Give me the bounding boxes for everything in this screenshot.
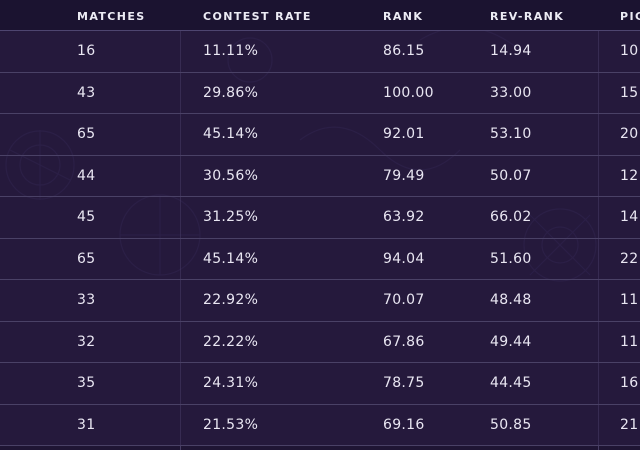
header-contest-rate[interactable]: CONTEST RATE (203, 10, 312, 23)
table-row: 65 45.14% 92.01 53.10 20 (0, 114, 640, 156)
header-rev-rank[interactable]: REV-RANK (490, 10, 565, 23)
cell-rev-rank: 51.60 (490, 250, 532, 267)
cell-pick: 11 (620, 333, 639, 350)
table-row: 16 11.11% 86.15 14.94 10 (0, 31, 640, 73)
cell-matches: 35 (77, 375, 96, 391)
cell-rev-rank: 14.94 (490, 43, 532, 59)
table-row: 32 22.22% 67.86 49.44 11 (0, 321, 640, 363)
cell-pick: 12 (620, 167, 639, 184)
cell-rank: 86.15 (383, 43, 425, 59)
header-rank[interactable]: RANK (383, 10, 424, 23)
cell-pick: 21 (620, 416, 639, 433)
cell-contest-rate: 11.11% (203, 43, 259, 59)
cell-matches: 32 (77, 333, 96, 350)
cell-pick: 11 (620, 292, 639, 308)
cell-matches: 31 (77, 416, 96, 433)
cell-rank: 79.49 (383, 167, 425, 184)
cell-rev-rank: 48.48 (490, 292, 532, 308)
cell-contest-rate: 29.86% (203, 84, 259, 101)
cell-contest-rate: 30.56% (203, 167, 259, 184)
cell-matches: 33 (77, 292, 96, 308)
cell-pick: 14 (620, 209, 639, 225)
table-row: 31 21.53% 69.16 50.85 21 (0, 404, 640, 446)
cell-rank: 78.75 (383, 375, 425, 391)
cell-rev-rank: 66.02 (490, 209, 532, 225)
cell-matches: 16 (77, 43, 96, 59)
cell-contest-rate: 21.53% (203, 416, 259, 433)
cell-pick: 22 (620, 250, 639, 267)
cell-matches: 44 (77, 167, 96, 184)
header-pick[interactable]: PIC (620, 10, 640, 23)
cell-rev-rank: 50.07 (490, 167, 532, 184)
cell-pick: 15 (620, 84, 639, 101)
table-row: 43 29.86% 100.00 33.00 15 (0, 72, 640, 114)
table-header: MATCHES CONTEST RATE RANK REV-RANK PIC (0, 0, 640, 31)
cell-pick: 16 (620, 375, 639, 391)
cell-rev-rank: 44.45 (490, 375, 532, 391)
cell-rank: 100.00 (383, 84, 434, 101)
cell-pick: 20 (620, 126, 639, 142)
table-row: 45 31.25% 63.92 66.02 14 (0, 197, 640, 239)
cell-rank: 69.16 (383, 416, 425, 433)
table-body: 16 11.11% 86.15 14.94 10 43 29.86% 100.0… (0, 31, 640, 446)
cell-rank: 70.07 (383, 292, 425, 308)
cell-rev-rank: 49.44 (490, 333, 532, 350)
table-row: 65 45.14% 94.04 51.60 22 (0, 238, 640, 280)
cell-rank: 92.01 (383, 126, 425, 142)
cell-matches: 65 (77, 126, 96, 142)
cell-rank: 94.04 (383, 250, 425, 267)
cell-matches: 45 (77, 209, 96, 225)
cell-rev-rank: 33.00 (490, 84, 532, 101)
cell-contest-rate: 24.31% (203, 375, 259, 391)
cell-pick: 10 (620, 43, 639, 59)
cell-matches: 65 (77, 250, 96, 267)
cell-rev-rank: 50.85 (490, 416, 532, 433)
cell-contest-rate: 45.14% (203, 126, 259, 142)
header-matches[interactable]: MATCHES (77, 10, 146, 23)
table-row: 33 22.92% 70.07 48.48 11 (0, 280, 640, 322)
table-row: 44 30.56% 79.49 50.07 12 (0, 155, 640, 197)
cell-rank: 63.92 (383, 209, 425, 225)
cell-contest-rate: 22.92% (203, 292, 259, 308)
table-row: 35 24.31% 78.75 44.45 16 (0, 363, 640, 405)
cell-contest-rate: 31.25% (203, 209, 259, 225)
cell-matches: 43 (77, 84, 96, 101)
cell-rev-rank: 53.10 (490, 126, 532, 142)
cell-contest-rate: 22.22% (203, 333, 259, 350)
cell-rank: 67.86 (383, 333, 425, 350)
cell-contest-rate: 45.14% (203, 250, 259, 267)
